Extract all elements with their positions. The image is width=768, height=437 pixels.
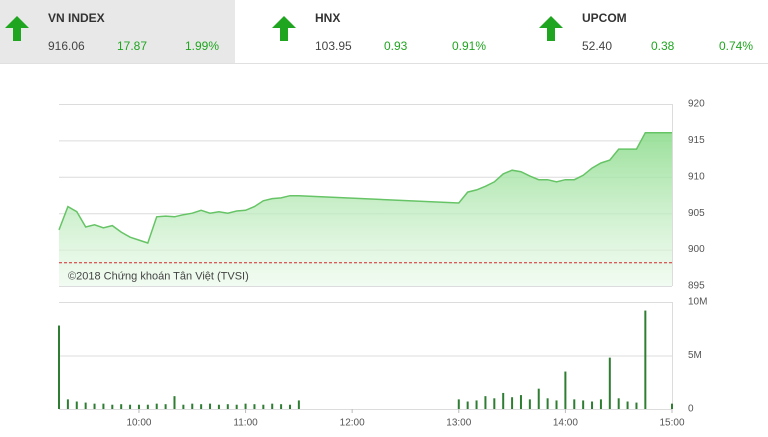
volume-bar <box>262 404 265 409</box>
volume-bar <box>493 398 496 409</box>
volume-bar <box>617 398 620 409</box>
price-line <box>58 131 672 244</box>
x-tick-label: 13:00 <box>446 418 471 429</box>
index-value: 52.40 <box>582 39 613 53</box>
volume-bar <box>564 371 567 409</box>
y-tick-label: 10M <box>688 297 707 308</box>
up-arrow <box>272 16 296 41</box>
volume-bar <box>546 398 549 409</box>
index-tile[interactable]: VN INDEX 916.06 17.87 1.99% <box>0 0 235 63</box>
index-percent: 1.99% <box>185 39 220 53</box>
volume-bar <box>608 357 611 409</box>
volume-bar <box>93 403 96 409</box>
volume-bar <box>599 399 602 409</box>
volume-bar <box>671 403 673 409</box>
index-name: VN INDEX <box>48 11 105 25</box>
index-value: 916.06 <box>48 39 85 53</box>
x-tick-label: 15:00 <box>659 418 684 429</box>
volume-bar <box>555 400 558 409</box>
volume-bar <box>146 404 149 409</box>
volume-bar <box>66 399 69 409</box>
volume-bar <box>209 403 212 409</box>
index-percent: 0.91% <box>452 39 487 53</box>
volume-bar <box>280 404 283 409</box>
index-change: 17.87 <box>117 39 148 53</box>
index-name: HNX <box>315 11 341 25</box>
volume-bar <box>573 399 576 409</box>
volume-bar <box>528 399 531 409</box>
volume-bar <box>155 403 158 409</box>
y-tick-label: 915 <box>688 135 705 146</box>
area-fill <box>59 132 672 286</box>
index-change: 0.38 <box>651 39 675 53</box>
volume-bar <box>591 401 594 409</box>
x-tick-label: 12:00 <box>340 418 365 429</box>
volume-bar <box>137 404 140 409</box>
volume-bar <box>182 404 185 409</box>
y-tick-label: 0 <box>688 404 694 415</box>
index-value: 103.95 <box>315 39 352 53</box>
volume-bar <box>253 404 256 409</box>
index-percent: 0.74% <box>719 39 754 53</box>
volume-bar <box>297 400 300 409</box>
volume-bar <box>244 403 247 409</box>
x-tick-label: 10:00 <box>126 418 151 429</box>
volume-bar <box>226 404 229 409</box>
volume-bar <box>582 400 585 409</box>
volume-bar <box>173 396 176 409</box>
volume-bar <box>511 397 514 409</box>
index-tile[interactable]: UPCOM 52.40 0.38 0.74% <box>534 0 768 63</box>
volume-bar <box>537 388 540 409</box>
volume-bar <box>457 399 460 409</box>
volume-bar <box>200 404 203 409</box>
up-arrow <box>539 16 563 41</box>
y-tick-label: 910 <box>688 171 705 182</box>
volume-bar <box>129 404 132 409</box>
volume-bar <box>271 403 274 409</box>
volume-bar <box>58 325 60 409</box>
volume-bar <box>235 404 238 409</box>
x-tick-label: 14:00 <box>553 418 578 429</box>
volume-bar <box>466 401 469 409</box>
up-arrow <box>5 16 29 41</box>
volume-bar <box>191 403 194 409</box>
y-tick-label: 900 <box>688 244 705 255</box>
annotation: ©2018 Chứng khoán Tân Việt (TVSI) <box>68 271 249 283</box>
volume-bar <box>102 403 105 409</box>
y-tick-label: 905 <box>688 208 705 219</box>
index-tile[interactable]: HNX 103.95 0.93 0.91% <box>267 0 502 63</box>
volume-bar <box>626 401 629 409</box>
volume-bar <box>84 402 87 409</box>
y-tick-label: 5M <box>688 350 702 361</box>
volume-bar <box>111 404 114 409</box>
volume-bar <box>164 404 167 409</box>
volume-bar <box>120 404 123 409</box>
y-tick-label: 920 <box>688 99 705 110</box>
volume-bar <box>502 392 505 409</box>
volume-bar <box>635 402 638 409</box>
volume-bar <box>75 401 78 409</box>
volume-bar <box>484 396 487 409</box>
index-name: UPCOM <box>582 11 627 25</box>
y-tick-label: 895 <box>688 281 705 292</box>
volume-bar <box>217 404 220 409</box>
volume-bar <box>519 395 522 409</box>
index-change: 0.93 <box>384 39 408 53</box>
x-tick-label: 11:00 <box>233 418 258 429</box>
volume-bar <box>644 310 647 409</box>
volume-bar <box>288 404 291 409</box>
volume-bar <box>475 400 478 409</box>
